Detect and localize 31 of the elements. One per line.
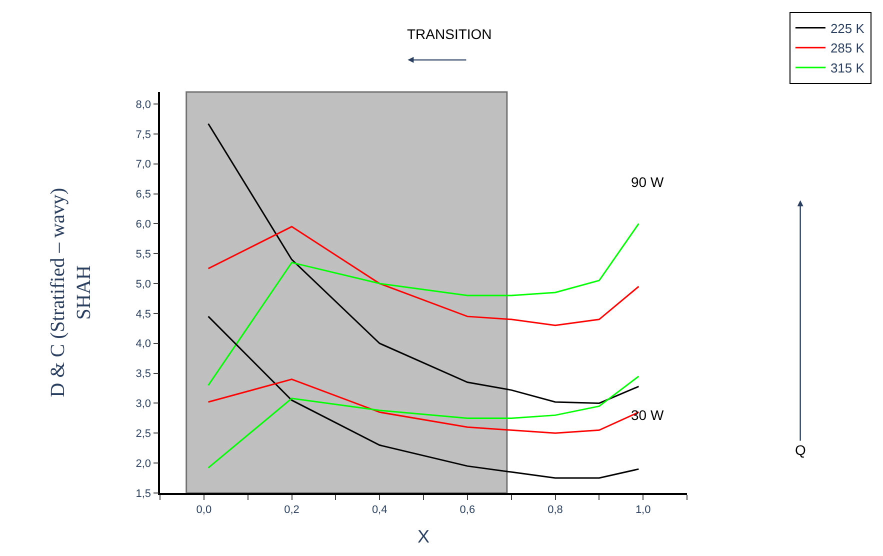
x-tick-label: 0,2 [284,504,300,516]
annotation: 30 W [631,407,664,423]
y-tick-label: 3,5 [136,368,152,380]
annotation: 90 W [631,174,664,190]
y-tick-label: 7,5 [136,128,152,141]
y-tick-label: 3,0 [136,398,152,410]
legend-label: 225 K [830,20,865,36]
y-tick-label: 5,5 [136,248,152,260]
x-tick-label: 0,4 [372,504,388,516]
text: TRANSITION [407,26,492,42]
x-tick-label: 0,6 [460,504,476,516]
y-tick-label: 8,0 [136,98,152,111]
x-axis-title: X [417,526,430,547]
legend-label: 315 K [830,60,865,76]
y-axis-title: D & C (Stratified – wavy) SHAH [46,188,95,398]
y-tick-label: 6,5 [136,188,152,201]
y-tick-label: 6,0 [136,218,152,231]
y-tick-label: 4,0 [136,338,152,350]
x-tick-label: 1,0 [635,504,651,516]
y-tick-label: 1,5 [136,488,152,500]
x-tick-label: 0,0 [196,504,212,516]
y-tick-label: 7,0 [136,158,152,171]
x-tick-label: 0,8 [548,504,563,516]
line-series [208,222,640,386]
legend-label: 285 K [830,40,865,56]
y-tick-label: 4,5 [136,308,152,320]
line-series [208,226,640,326]
y-tick-label: 2,0 [136,458,152,470]
y-tick-label: 5,0 [136,278,152,290]
text: Q [795,442,806,458]
y-tick-label: 2,5 [136,428,152,440]
